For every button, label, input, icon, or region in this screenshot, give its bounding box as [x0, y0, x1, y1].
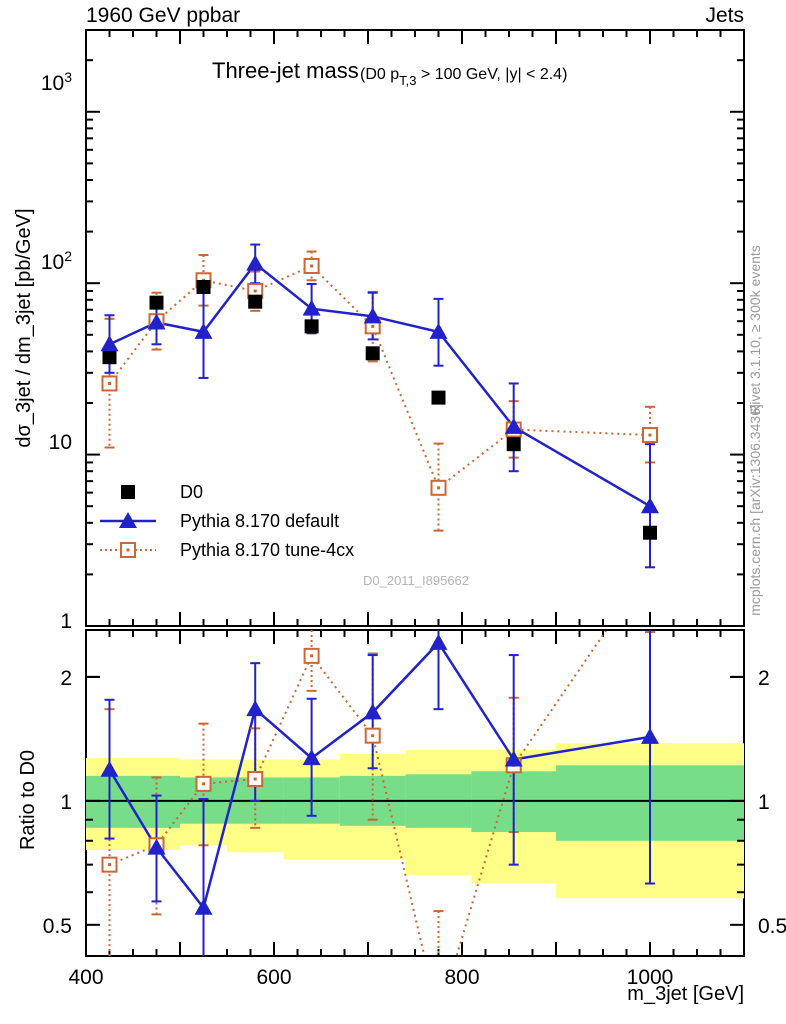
ratio-marker-tune4cx-2-center	[202, 782, 205, 786]
legend-marker-0	[121, 485, 135, 499]
main-marker-d0-8	[643, 525, 657, 540]
main-y-tick-100: 102	[41, 248, 72, 274]
x-tick-1000: 1000	[627, 966, 674, 989]
ratio-marker-default-5	[363, 703, 382, 720]
legend-label-1: Pythia 8.170 default	[180, 511, 339, 531]
ratio-marker-default-2	[194, 898, 213, 915]
ratio-y-tick-right-1: 1	[758, 791, 770, 814]
ratio-marker-tune4cx-5-center	[371, 734, 375, 738]
main-line-default	[108, 261, 651, 508]
ratio-y-axis-label: Ratio to D0	[17, 750, 39, 850]
main-marker-d0-5	[365, 346, 380, 361]
main-marker-default-5	[363, 307, 382, 324]
ratio-marker-tune4cx-4-center	[310, 654, 314, 658]
main-marker-d0-1	[149, 295, 164, 310]
rivet-version-label: Rivet 3.1.10, ≥ 300k events	[747, 245, 763, 415]
main-y-tick-labels: 103 102 10 1	[41, 69, 72, 633]
ratio-y-tick-left-2: 2	[60, 667, 72, 690]
main-marker-tune4cx-5-center	[371, 324, 375, 328]
main-marker-default-3	[246, 254, 265, 271]
main-marker-tune4cx-3-center	[253, 289, 257, 293]
x-tick-400: 400	[68, 966, 103, 989]
main-marker-d0-4	[304, 319, 319, 334]
ratio-y-tick-left-1: 1	[60, 791, 72, 814]
main-line-tune4cx	[108, 264, 651, 490]
x-axis-label: m_3jet [GeV]	[627, 983, 744, 1005]
main-marker-d0-3	[248, 294, 263, 309]
ratio-marker-default-8	[641, 727, 659, 744]
ratio-y-tick-right-0.5: 0.5	[758, 915, 786, 938]
legend-marker-1	[119, 512, 137, 528]
main-marker-tune4cx-6-center	[437, 486, 440, 490]
ratio-marker-default-6	[429, 633, 448, 650]
ratio-series-group	[100, 630, 659, 956]
main-y-tick-1000: 103	[41, 69, 72, 95]
main-marker-d0-2	[196, 280, 211, 295]
main-marker-tune4cx-8-center	[648, 433, 652, 437]
main-marker-tune4cx-0-center	[108, 381, 111, 385]
ratio-marker-default-3	[246, 700, 265, 717]
main-marker-d0-0	[102, 350, 117, 365]
analysis-watermark: D0_2011_I895662	[363, 573, 469, 588]
main-marker-d0-6	[431, 390, 446, 405]
plot-subtitle: (D0 pT,3 > 100 GeV, |y| < 2.4)	[360, 66, 567, 88]
ratio-marker-default-7	[504, 750, 523, 767]
main-marker-default-6	[429, 322, 448, 339]
mcplots-source-label: mcplots.cern.ch [arXiv:1306.3436]	[747, 404, 763, 616]
main-marker-default-2	[194, 322, 213, 339]
ratio-uncertainty-bands	[86, 743, 744, 899]
legend-marker-2-center	[126, 548, 130, 552]
main-series-group	[100, 243, 659, 569]
main-marker-default-8	[641, 497, 659, 514]
main-panel: dσ_3jet / dm_3jet [pb/GeV] 103 102 10 1 …	[13, 29, 745, 633]
plot-title: Three-jet mass	[212, 58, 359, 83]
main-marker-default-7	[504, 417, 523, 434]
ratio-marker-default-0	[100, 760, 119, 777]
ratio-y-tick-right-2: 2	[758, 667, 770, 690]
x-tick-800: 800	[444, 966, 479, 989]
main-marker-d0-7	[506, 437, 521, 452]
main-marker-tune4cx-4-center	[310, 264, 314, 268]
main-marker-default-1	[147, 313, 166, 330]
x-tick-600: 600	[256, 966, 291, 989]
ratio-marker-default-1	[147, 838, 166, 855]
main-axis-ticks	[85, 29, 745, 627]
main-y-tick-10: 10	[49, 431, 72, 454]
ratio-y-tick-left-0.5: 0.5	[43, 915, 72, 938]
ratio-axis-ticks: 2 2 1 1 0.5 0.5	[43, 630, 786, 956]
header-left-label: 1960 GeV ppbar	[86, 4, 240, 27]
main-y-tick-1: 1	[60, 610, 72, 633]
main-marker-default-4	[302, 299, 321, 316]
main-marker-default-0	[100, 335, 119, 352]
x-axis-tick-labels: 400 600 800 1000	[68, 966, 673, 989]
ratio-marker-default-4	[302, 749, 321, 766]
main-y-axis-label: dσ_3jet / dm_3jet [pb/GeV]	[13, 208, 35, 447]
ratio-marker-tune4cx-0-center	[108, 863, 111, 867]
ratio-marker-tune4cx-3-center	[253, 777, 257, 781]
header-right-label: Jets	[705, 4, 744, 27]
ratio-panel: Ratio to D0 2 2 1 1 0.5 0.5 400 600 800 1000 m_3…	[17, 629, 786, 1005]
legend-label-2: Pythia 8.170 tune-4cx	[180, 540, 354, 560]
legend-label-0: D0	[180, 482, 203, 502]
legend: D0 Pythia 8.170 default Pythia 8.170 tune-…	[100, 482, 354, 560]
